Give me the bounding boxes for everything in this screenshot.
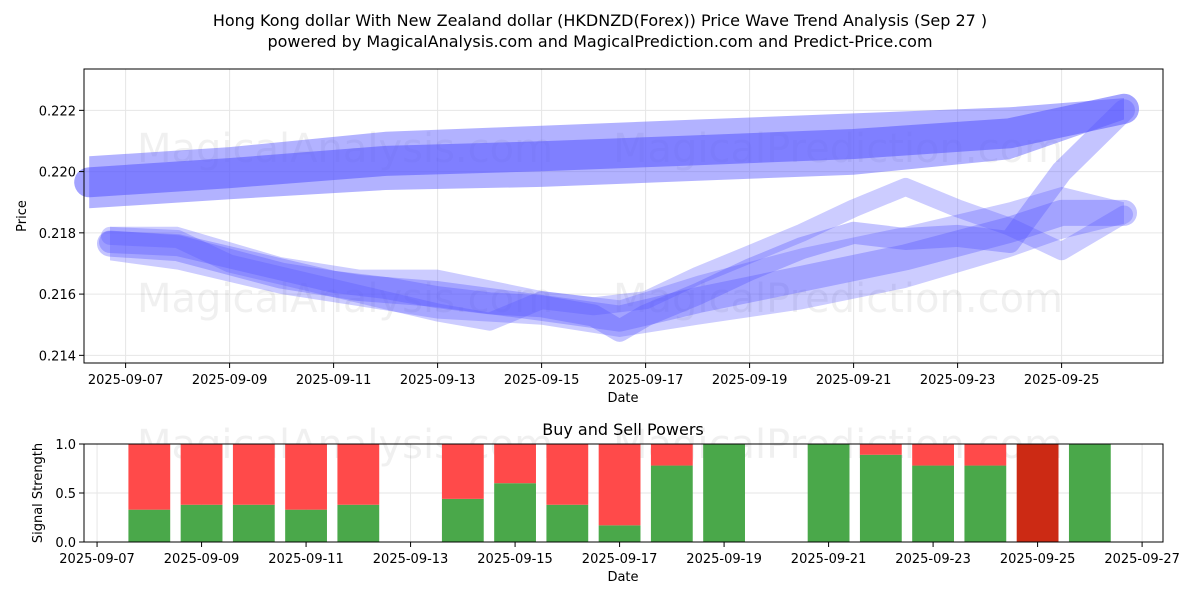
sell-bar-2025-09-24 [964, 444, 1007, 466]
bars [128, 444, 1111, 542]
wave-series [74, 93, 1139, 342]
main-x-tick-label: 2025-09-13 [400, 373, 476, 388]
bar-x-tick-label: 2025-09-25 [1000, 552, 1076, 567]
main-x-tick-label: 2025-09-23 [920, 373, 996, 388]
buy-bar-2025-09-23 [912, 465, 954, 542]
chart-title-line1: Hong Kong dollar With New Zealand dollar… [213, 11, 987, 30]
bar-chart-title: Buy and Sell Powers [542, 420, 704, 439]
sell-bar-2025-09-11 [285, 444, 327, 510]
bar-x-tick-label: 2025-09-17 [582, 552, 658, 567]
main-x-axis-ticks: 2025-09-07 2025-09-09 2025-09-11 2025-09-13… [88, 363, 1100, 388]
bar-x-tick-label: 2025-09-23 [895, 552, 971, 567]
buy-bar-2025-09-18 [650, 465, 693, 542]
sell-bar-2025-09-25 [1016, 444, 1059, 542]
sell-bar-2025-09-22 [859, 444, 902, 455]
buy-bar-2025-09-26 [1068, 444, 1111, 542]
main-y-axis-label: Price [15, 200, 30, 232]
main-y-tick-label: 0.218 [39, 227, 76, 242]
lower-wave-band [110, 186, 1124, 337]
lower-wave-core [97, 199, 1137, 332]
buy-sell-chart: Buy and Sell Powers MagicalAnalysis.com … [31, 420, 1180, 585]
main-x-tick-label: 2025-09-25 [1024, 373, 1100, 388]
buy-bar-2025-09-09 [180, 504, 223, 542]
sell-bar-2025-09-17 [598, 444, 641, 526]
main-y-axis-ticks: 0.214 0.216 0.218 0.220 0.222 [39, 104, 84, 364]
sell-bar-2025-09-09 [180, 444, 223, 505]
price-chart: MagicalAnalysis.com MagicalPrediction.co… [15, 68, 1164, 406]
main-x-tick-label: 2025-09-17 [608, 373, 684, 388]
sell-bar-2025-09-18 [650, 444, 693, 466]
buy-bar-2025-09-12 [337, 504, 380, 542]
bar-x-axis-ticks: 2025-09-07 2025-09-09 2025-09-11 2025-09-13… [59, 542, 1180, 567]
bar-x-axis-label: Date [607, 570, 638, 585]
buy-bar-2025-09-15 [494, 483, 536, 542]
buy-bar-2025-09-11 [285, 509, 327, 542]
buy-bar-2025-09-16 [546, 504, 589, 542]
main-x-tick-label: 2025-09-15 [504, 373, 580, 388]
buy-bar-2025-09-24 [964, 465, 1007, 542]
main-plot-frame [83, 68, 1164, 364]
main-y-tick-label: 0.222 [39, 104, 76, 119]
sell-bar-2025-09-12 [337, 444, 380, 505]
buy-bar-2025-09-19 [703, 444, 745, 542]
buy-bar-2025-09-22 [859, 454, 902, 542]
sell-bar-2025-09-14 [441, 444, 484, 499]
main-x-tick-label: 2025-09-11 [296, 373, 372, 388]
bar-x-tick-label: 2025-09-11 [268, 552, 344, 567]
watermark-magicalanalysis-bottom: MagicalAnalysis.com [137, 276, 553, 322]
main-x-tick-label: 2025-09-19 [712, 373, 788, 388]
bar-y-axis-ticks: 0.0 0.5 1.0 [55, 438, 84, 551]
chart-title-line2: powered by MagicalAnalysis.com and Magic… [267, 32, 932, 51]
main-x-tick-label: 2025-09-07 [88, 373, 164, 388]
bar-y-tick-label: 1.0 [55, 438, 76, 453]
bar-y-tick-label: 0.0 [55, 536, 76, 551]
sell-bar-2025-09-08 [128, 444, 171, 510]
buy-bar-2025-09-08 [128, 509, 171, 542]
buy-bar-2025-09-10 [232, 504, 275, 542]
bar-x-tick-label: 2025-09-27 [1104, 552, 1180, 567]
bar-x-tick-label: 2025-09-15 [477, 552, 553, 567]
buy-bar-2025-09-21 [807, 444, 850, 542]
main-x-tick-label: 2025-09-21 [816, 373, 892, 388]
sell-bar-2025-09-15 [494, 444, 536, 484]
main-x-tick-label: 2025-09-09 [192, 373, 268, 388]
bar-y-tick-label: 0.5 [55, 487, 76, 502]
trend-line-2 [101, 177, 1133, 331]
buy-bar-2025-09-17 [598, 525, 641, 542]
bar-x-tick-label: 2025-09-13 [373, 552, 449, 567]
sell-bar-2025-09-23 [912, 444, 954, 466]
buy-bar-2025-09-14 [441, 498, 484, 542]
bar-x-tick-label: 2025-09-21 [791, 552, 867, 567]
main-y-tick-label: 0.220 [39, 166, 76, 181]
main-y-tick-label: 0.216 [39, 288, 76, 303]
bar-x-tick-label: 2025-09-09 [164, 552, 240, 567]
bar-y-axis-label: Signal Strength [31, 443, 46, 543]
main-y-tick-label: 0.214 [39, 349, 76, 364]
upper-wave-core [74, 93, 1139, 198]
sell-bar-2025-09-16 [546, 444, 589, 505]
sell-bar-2025-09-10 [232, 444, 275, 505]
bar-x-tick-label: 2025-09-19 [686, 552, 762, 567]
bar-x-tick-label: 2025-09-07 [59, 552, 135, 567]
trend-line-1 [99, 99, 1135, 342]
watermark-magicalprediction-bottom: MagicalPrediction.com [613, 276, 1063, 322]
main-x-axis-label: Date [607, 391, 638, 406]
